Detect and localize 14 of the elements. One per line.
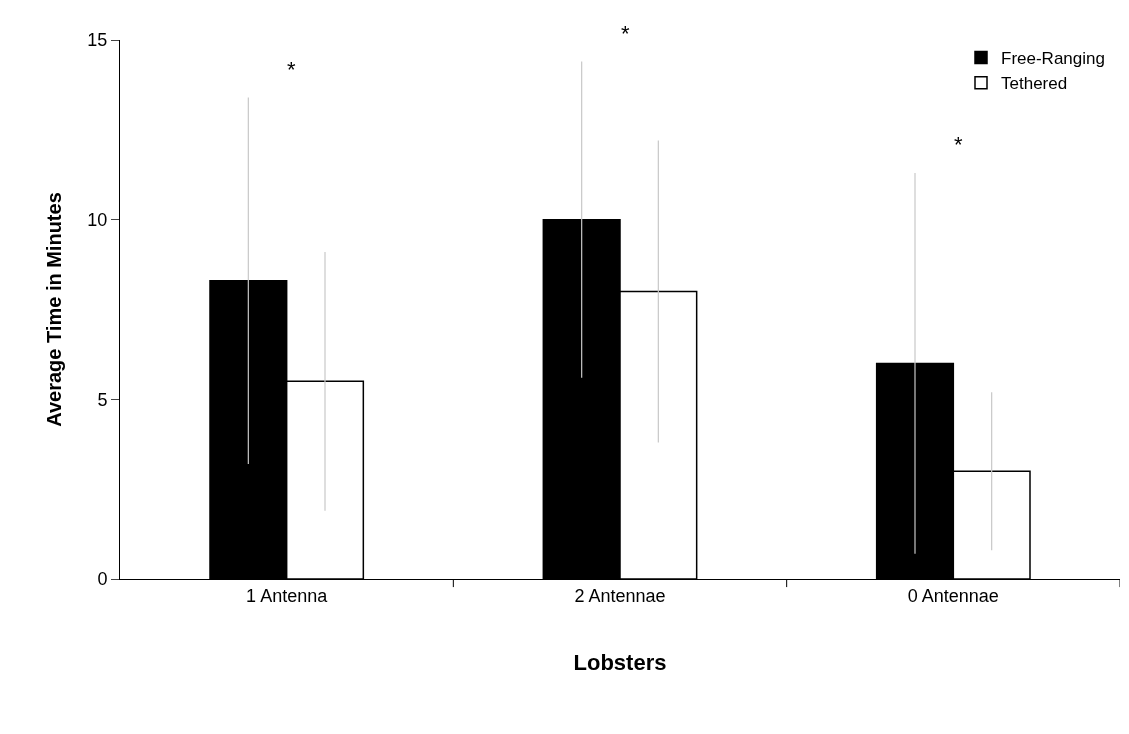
annotation: * [621,21,630,46]
x-tick-label: 1 Antenna [246,585,329,606]
x-axis-title: Lobsters [573,650,667,676]
legend-label: Tethered [1001,74,1068,94]
annotation: * [287,57,296,82]
annotation: * [954,132,963,157]
x-tick-label: 0 Antennae [907,585,999,606]
y-axis-title: Average Time in Minutes [42,192,65,427]
y-tick-label: 5 [97,389,108,410]
legend-label: Free-Ranging [1001,49,1105,69]
y-tick-label: 0 [97,569,108,590]
y-tick-label: 15 [87,30,108,51]
x-tick-label: 2 Antennae [574,585,666,606]
y-tick-label: 10 [87,209,108,230]
